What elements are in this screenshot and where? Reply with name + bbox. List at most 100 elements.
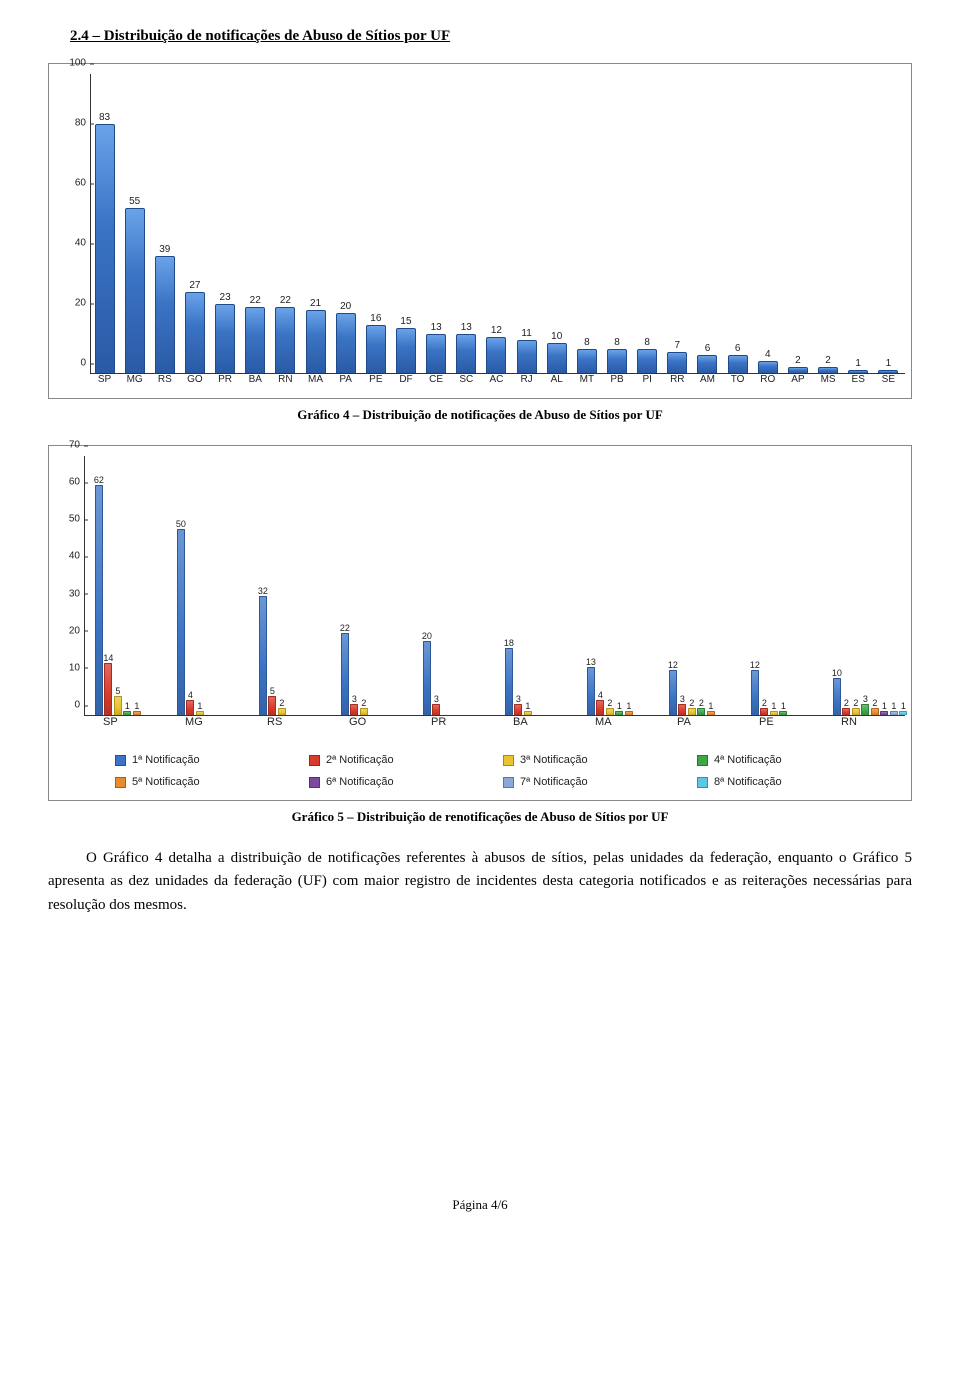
chart2-bar-rect bbox=[341, 633, 349, 715]
chart1-value-label: 2 bbox=[825, 355, 831, 366]
chart2-bar: 1 bbox=[133, 702, 141, 715]
chart1-bar: 83 bbox=[93, 112, 117, 373]
chart1-bar: 4 bbox=[756, 349, 780, 373]
chart1-xlabel: PR bbox=[213, 374, 237, 385]
chart2-legend-item: 5ª Notificação bbox=[115, 776, 293, 788]
chart2-value-label: 22 bbox=[340, 624, 350, 633]
chart1-bar-rect bbox=[366, 325, 386, 373]
chart2-bar: 1 bbox=[707, 702, 715, 715]
chart2-value-label: 2 bbox=[279, 699, 284, 708]
chart2-value-label: 2 bbox=[853, 699, 858, 708]
chart1-value-label: 23 bbox=[220, 292, 231, 303]
chart2-bar: 2 bbox=[688, 699, 696, 715]
chart1-bar-rect bbox=[336, 313, 356, 373]
chart2-value-label: 1 bbox=[891, 702, 896, 711]
chart2-ytick: 30 bbox=[69, 588, 80, 599]
chart1-value-label: 6 bbox=[705, 343, 711, 354]
chart2-bar: 2 bbox=[871, 699, 879, 715]
chart1-xlabel: SE bbox=[876, 374, 900, 385]
chart1-value-label: 27 bbox=[189, 280, 200, 291]
chart2-bar: 12 bbox=[669, 661, 677, 715]
chart1-ytick: 0 bbox=[80, 358, 86, 369]
chart1-xlabel: TO bbox=[726, 374, 750, 385]
chart2-bar-rect bbox=[615, 711, 623, 715]
chart2-value-label: 4 bbox=[598, 691, 603, 700]
chart1-xlabel: RJ bbox=[515, 374, 539, 385]
chart2-bar-rect bbox=[625, 711, 633, 715]
chart1-bar-rect bbox=[275, 307, 295, 373]
chart2-bar-rect bbox=[688, 708, 696, 715]
chart2-legend-item: 4ª Notificação bbox=[697, 754, 875, 766]
chart2-legend-item: 6ª Notificação bbox=[309, 776, 487, 788]
chart2-xlabel: PR bbox=[431, 716, 446, 728]
chart2-bar-rect bbox=[196, 711, 204, 715]
chart1-ytick: 100 bbox=[69, 58, 86, 69]
chart2-bar: 2 bbox=[360, 699, 368, 715]
chart2-legend-item: 2ª Notificação bbox=[309, 754, 487, 766]
chart2-value-label: 12 bbox=[668, 661, 678, 670]
chart1-bar: 7 bbox=[665, 340, 689, 373]
chart2-value-label: 1 bbox=[125, 702, 130, 711]
chart2-bar-rect bbox=[899, 711, 907, 715]
chart2-bar: 2 bbox=[278, 699, 286, 715]
chart1-bar-rect bbox=[95, 124, 115, 373]
chart1-value-label: 11 bbox=[521, 328, 531, 339]
chart2-bar-rect bbox=[95, 485, 103, 715]
chart1-xlabel: GO bbox=[183, 374, 207, 385]
chart2-bar-rect bbox=[861, 704, 869, 715]
chart2-value-label: 1 bbox=[617, 702, 622, 711]
chart2-legend-swatch bbox=[309, 777, 320, 788]
chart1-bar: 11 bbox=[515, 328, 539, 373]
chart1-bar: 8 bbox=[635, 337, 659, 373]
chart2-value-label: 1 bbox=[525, 702, 530, 711]
chart2-bar: 62 bbox=[95, 476, 103, 715]
chart2-xlabel: PA bbox=[677, 716, 691, 728]
chart1-value-label: 21 bbox=[310, 298, 321, 309]
chart1-container: 020406080100 835539272322222120161513131… bbox=[48, 63, 912, 399]
chart2-value-label: 18 bbox=[504, 639, 514, 648]
chart2-legend-label: 8ª Notificação bbox=[714, 776, 782, 788]
chart2-ytick: 20 bbox=[69, 625, 80, 636]
chart2-value-label: 12 bbox=[750, 661, 760, 670]
chart2-xlabel: RN bbox=[841, 716, 857, 728]
chart2-bar: 4 bbox=[596, 691, 604, 715]
chart2-bar: 1 bbox=[890, 702, 898, 715]
chart2-xlabel: RS bbox=[267, 716, 282, 728]
chart2-bar-rect bbox=[186, 700, 194, 715]
chart1-value-label: 20 bbox=[340, 301, 351, 312]
page-footer: Página 4/6 bbox=[48, 1197, 912, 1213]
chart1-value-label: 10 bbox=[551, 331, 562, 342]
chart2-bar: 1 bbox=[123, 702, 131, 715]
chart2-value-label: 2 bbox=[762, 699, 767, 708]
chart1-xlabel: ES bbox=[846, 374, 870, 385]
chart1-bar-rect bbox=[818, 367, 838, 373]
chart1-bar: 1 bbox=[846, 358, 870, 373]
chart1-value-label: 8 bbox=[584, 337, 590, 348]
chart2-value-label: 1 bbox=[134, 702, 139, 711]
chart2-bar-rect bbox=[669, 670, 677, 715]
chart2-bar-rect bbox=[707, 711, 715, 715]
chart1-y-axis: 020406080100 bbox=[55, 74, 91, 374]
chart2-bar-rect bbox=[751, 670, 759, 715]
chart1-xlabel: BA bbox=[243, 374, 267, 385]
chart2-bar-rect bbox=[104, 663, 112, 715]
chart1-bar-rect bbox=[125, 208, 145, 373]
chart1-bar: 6 bbox=[726, 343, 750, 373]
chart2-value-label: 3 bbox=[352, 695, 357, 704]
chart1-bar: 16 bbox=[364, 313, 388, 373]
chart2-bar: 2 bbox=[606, 699, 614, 715]
chart2-value-label: 4 bbox=[188, 691, 193, 700]
chart2-caption: Gráfico 5 – Distribuição de renotificaçõ… bbox=[48, 809, 912, 825]
chart2-value-label: 3 bbox=[680, 695, 685, 704]
chart1-xlabel: AL bbox=[545, 374, 569, 385]
chart2-bar-rect bbox=[770, 711, 778, 715]
chart1-value-label: 39 bbox=[159, 244, 170, 255]
chart2-value-label: 5 bbox=[270, 687, 275, 696]
chart1-xlabel: PB bbox=[605, 374, 629, 385]
chart1-bar-rect bbox=[306, 310, 326, 373]
chart2-bar-rect bbox=[278, 708, 286, 715]
chart2-value-label: 3 bbox=[516, 695, 521, 704]
chart2-legend-swatch bbox=[115, 777, 126, 788]
chart2-value-label: 1 bbox=[882, 702, 887, 711]
chart2-ytick: 50 bbox=[69, 514, 80, 525]
